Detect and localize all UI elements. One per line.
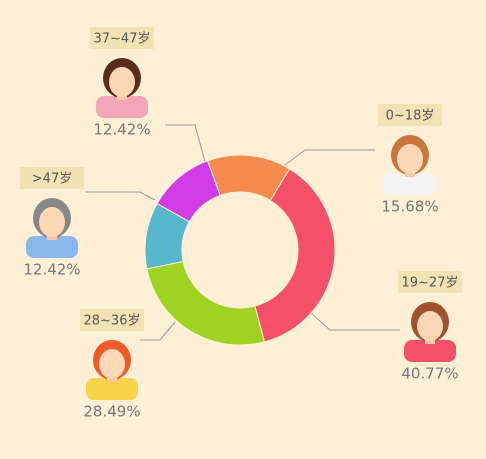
label-box (398, 271, 462, 293)
category-label: 37~47岁 (94, 32, 151, 47)
value-label: 15.68% (381, 198, 438, 216)
avatar-face (99, 349, 125, 379)
donut-slice (254, 168, 336, 343)
avatar-body (404, 340, 456, 362)
category-label: 19~27岁 (402, 276, 459, 291)
label-box (378, 104, 442, 126)
avatar-face (417, 311, 443, 341)
label-box (20, 167, 84, 189)
leader-lines (85, 124, 400, 341)
labels: 0~18岁 15.68% 19~27岁 40.77% 28~36岁 28.49% >47岁 1… (20, 27, 462, 421)
category-label: 0~18岁 (386, 109, 435, 124)
leader-line (284, 149, 375, 166)
avatar-body (86, 378, 138, 400)
donut-slice (146, 260, 266, 346)
avatar-body (96, 96, 148, 118)
label-box (80, 309, 144, 331)
leader-line (85, 191, 156, 201)
category-label: >47岁 (32, 172, 72, 187)
leader-line (309, 311, 400, 331)
donut-slice (156, 160, 221, 223)
avatar-face (397, 144, 423, 174)
value-label: 12.42% (23, 261, 80, 279)
avatar-body (384, 173, 436, 195)
avatar-face (109, 67, 135, 97)
donut (144, 154, 336, 346)
avatar-face (39, 207, 65, 237)
leader-line (165, 124, 206, 163)
value-label: 12.42% (93, 121, 150, 139)
avatar-body (26, 236, 78, 258)
category-label: 28~36岁 (84, 314, 141, 329)
label-box (90, 27, 154, 49)
leader-line (140, 321, 176, 341)
value-label: 40.77% (401, 365, 458, 383)
value-label: 28.49% (83, 403, 140, 421)
